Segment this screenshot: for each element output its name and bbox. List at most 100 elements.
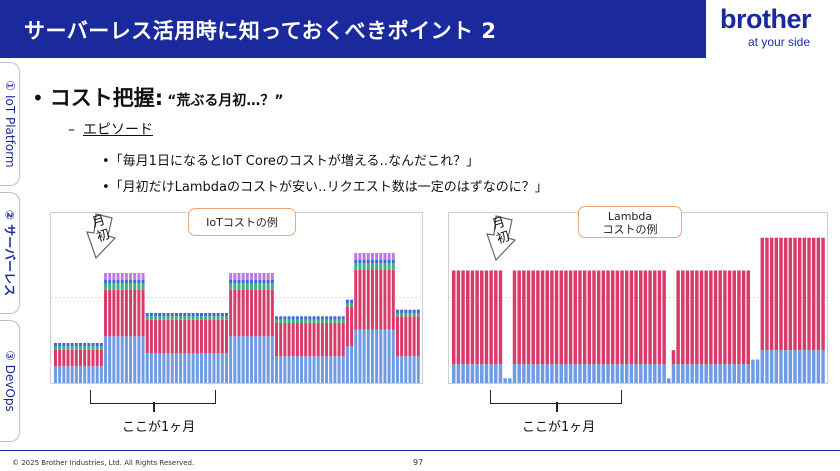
chart-bar-segment <box>727 270 732 365</box>
chart-bar-segment <box>108 279 112 283</box>
chart-bar-segment <box>87 346 91 350</box>
chart-bar-segment <box>350 346 354 383</box>
chart-bar-segment <box>821 237 825 351</box>
chart-bar-segment <box>751 359 755 383</box>
chart-bar-segment <box>300 323 304 357</box>
chart-bar-segment <box>66 349 70 367</box>
chart-bar-segment <box>816 237 821 351</box>
chart-bar-segment <box>308 323 312 357</box>
chart-bar-segment <box>341 356 345 383</box>
month-start-arrow: 月初 <box>482 214 518 262</box>
chart-bar-segment <box>337 316 341 320</box>
chart-bar-segment <box>91 366 95 383</box>
sub-bullet: – エピソード <box>68 119 153 139</box>
chart-bar-segment <box>79 366 82 383</box>
chart-bar-segment <box>212 319 216 353</box>
chart-bar-segment <box>610 270 615 365</box>
brother-logo: brother at your side <box>706 0 840 58</box>
side-tab-iot-platform[interactable]: ① IoT Platform <box>0 62 20 186</box>
chart-bar-segment <box>275 323 278 357</box>
chart-bar-segment <box>316 316 320 320</box>
chart-bar-segment <box>183 353 187 383</box>
chart-bar-segment <box>358 253 362 260</box>
chart-bar-segment <box>657 364 662 383</box>
chart-bar-segment <box>137 283 141 290</box>
chart-bar-segment <box>333 319 337 323</box>
chart-bar-segment <box>404 309 408 313</box>
sub-label: エピソード <box>83 122 153 138</box>
chart-bar-segment <box>137 336 141 383</box>
chart-bar-segment <box>333 323 337 357</box>
chart-bar-segment <box>233 279 237 283</box>
chart-bar-segment <box>124 336 128 383</box>
chart-bar-segment <box>769 237 774 351</box>
chart-bar-segment <box>391 269 395 330</box>
chart-bar-segment <box>383 259 387 263</box>
chart-bar-segment <box>526 364 531 383</box>
chart-bar-segment <box>124 283 128 290</box>
chart-bar-segment <box>536 270 540 365</box>
chart-bar-segment <box>266 283 270 290</box>
chart-bar-segment <box>337 323 341 357</box>
chart-bar-segment <box>83 343 87 347</box>
chart-bar-segment <box>383 253 387 260</box>
chart-bar-segment <box>526 270 531 365</box>
chart-bar-segment <box>379 269 383 330</box>
chart-bar-segment <box>395 356 399 383</box>
chart-bar-segment <box>245 273 249 280</box>
chart-bar-segment <box>70 366 74 383</box>
chart-bar-segment <box>133 279 137 283</box>
chart-bar-segment <box>250 336 253 383</box>
side-tab-devops[interactable]: ③ DevOps <box>0 320 20 442</box>
side-tab-label: ③ DevOps <box>2 350 17 412</box>
side-tab-serverless[interactable]: ② サーバーレス <box>0 192 20 314</box>
chart-bar-segment <box>212 313 216 317</box>
chart-bar-segment <box>550 364 554 383</box>
chart-bar-segment <box>124 279 128 283</box>
chart-bar-segment <box>741 270 746 365</box>
chart-bar-segment <box>358 269 362 330</box>
chart-bar-segment <box>540 364 545 383</box>
chart-bar-segment <box>358 263 362 270</box>
chart-bar-segment <box>287 316 291 320</box>
chart-bar-segment <box>287 356 291 383</box>
chart-bar-segment <box>774 350 779 383</box>
chart-bar-segment <box>341 316 345 320</box>
side-tab-label: ① IoT Platform <box>2 80 17 168</box>
chart-bar-segment <box>653 270 657 365</box>
chart-bar-segment <box>470 270 475 365</box>
chart-bar-segment <box>387 269 391 330</box>
chart-bar-segment <box>564 364 568 383</box>
chart-bar-segment <box>350 306 354 347</box>
chart-bar-segment <box>408 356 412 383</box>
chart-bar-segment <box>312 323 316 357</box>
chart-bar-segment <box>316 356 320 383</box>
chart-bar-segment <box>802 237 807 351</box>
chart-bar-segment <box>512 364 517 383</box>
chart-bar-segment <box>124 273 128 280</box>
chart-bar-segment <box>690 364 694 383</box>
chart-bar-segment <box>241 273 245 280</box>
one-month-label: ここが1ヶ月 <box>522 420 596 435</box>
chart-bar-segment <box>498 364 503 383</box>
lambda-cost-chart <box>448 212 828 384</box>
chart-bar-segment <box>379 253 383 260</box>
chart-bar-segment <box>466 364 470 383</box>
chart-bar-segment <box>681 364 685 383</box>
chart-bar-segment <box>704 364 708 383</box>
logo-tagline: at your side <box>748 35 811 49</box>
chart-bar-segment <box>250 279 253 283</box>
side-tab-label: ② サーバーレス <box>2 209 16 297</box>
chart-bar-segment <box>208 319 212 353</box>
chart-bar-segment <box>95 366 99 383</box>
chart-bar-segment <box>308 356 312 383</box>
chart-bar-segment <box>559 364 563 383</box>
chart-bar-segment <box>596 364 601 383</box>
chart-bar-segment <box>116 283 120 290</box>
chart-bar-segment <box>216 313 220 317</box>
chart-bar-segment <box>258 289 262 337</box>
chart-bar-segment <box>811 237 816 351</box>
chart-bar-segment <box>379 329 383 383</box>
chart-bar-segment <box>112 279 116 283</box>
chart-bar-segment <box>250 283 253 290</box>
